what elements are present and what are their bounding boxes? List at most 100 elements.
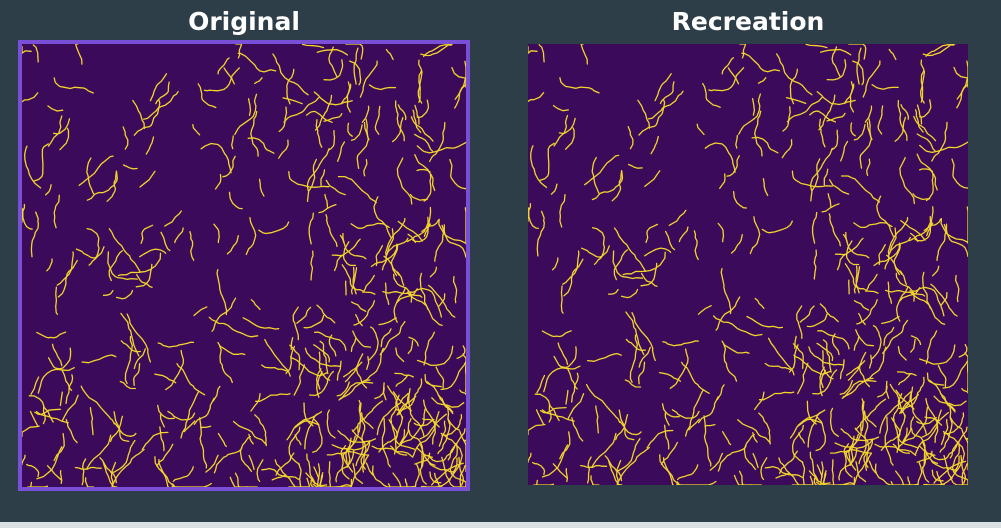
edge-segment	[396, 348, 404, 361]
edge-segment	[744, 435, 755, 470]
edge-segment	[820, 304, 838, 322]
edge-segment	[165, 211, 182, 226]
edge-segment	[366, 463, 372, 475]
edge-segment	[911, 339, 915, 352]
edge-segment	[218, 434, 226, 447]
edge-segment	[898, 372, 917, 376]
edge-segment	[436, 367, 444, 388]
edge-segment	[279, 107, 286, 131]
edge-segment	[855, 301, 869, 310]
edge-segment	[739, 94, 761, 134]
edge-segment	[832, 47, 840, 77]
edge-segment	[832, 130, 838, 150]
edge-segment	[882, 317, 899, 324]
edge-segment	[420, 469, 426, 484]
edge-segment	[678, 465, 698, 480]
edge-segment	[336, 450, 354, 481]
edge-segment	[790, 419, 822, 438]
edge-segment	[951, 478, 964, 485]
edge-segment	[201, 426, 211, 427]
edge-segment	[820, 119, 826, 147]
edge-segment	[146, 137, 153, 154]
edge-segment	[703, 84, 721, 108]
edge-segment	[866, 274, 877, 291]
edge-segment	[952, 159, 968, 188]
edge-segment	[352, 302, 366, 311]
edge-segment	[224, 68, 234, 84]
edge-segment	[173, 484, 212, 488]
edge-segment	[629, 165, 643, 169]
edge-segment	[381, 329, 391, 347]
edge-segment	[37, 332, 66, 338]
edge-segment	[140, 171, 155, 187]
edge-segment	[760, 392, 794, 400]
edge-segment	[839, 448, 857, 479]
edge-segment	[408, 341, 412, 354]
edge-segment	[386, 50, 393, 60]
edge-segment	[916, 462, 922, 485]
edge-segment	[561, 286, 563, 313]
edge-segment	[82, 355, 116, 363]
edge-segment	[409, 337, 418, 346]
edge-segment	[537, 211, 544, 256]
edge-segment	[411, 195, 428, 201]
edge-segment	[686, 390, 703, 436]
edge-segment	[172, 486, 178, 487]
edge-segment	[150, 74, 166, 101]
edge-segment	[780, 451, 798, 473]
edge-segment	[721, 269, 731, 314]
edge-segment	[424, 332, 434, 365]
edge-segment	[802, 462, 811, 485]
edge-segment	[933, 266, 939, 276]
edge-segment	[753, 99, 755, 116]
edge-segment	[61, 471, 62, 484]
edge-segment	[563, 251, 579, 284]
edge-segment	[204, 68, 239, 91]
edge-segment	[117, 291, 133, 299]
edge-lines	[528, 44, 968, 485]
edge-segment	[940, 406, 952, 452]
edge-segment	[596, 406, 599, 433]
edge-segment	[753, 454, 758, 468]
edge-segment	[175, 228, 183, 243]
edge-segment	[865, 106, 871, 122]
edge-segment	[761, 458, 767, 480]
edge-segment	[430, 267, 436, 277]
edge-segment	[218, 58, 229, 74]
edge-segment	[297, 307, 311, 323]
edge-segment	[346, 44, 363, 59]
edge-segment	[622, 290, 638, 298]
edge-segment	[588, 354, 622, 362]
edge-segment	[249, 434, 253, 443]
edge-segment	[962, 389, 968, 393]
edge-segment	[800, 306, 814, 322]
edge-segment	[348, 123, 352, 136]
edge-segment	[193, 125, 200, 135]
original-edge-map-image	[22, 44, 466, 487]
edge-segment	[875, 464, 892, 485]
edge-segment	[924, 485, 940, 486]
edge-segment	[679, 227, 688, 242]
edge-segment	[535, 394, 559, 420]
edge-segment	[311, 251, 313, 280]
edge-segment	[851, 123, 855, 136]
edge-segment	[49, 116, 62, 146]
edge-segment	[917, 154, 937, 190]
edge-segment	[811, 148, 833, 190]
edge-segment	[709, 68, 744, 91]
edge-segment	[722, 58, 733, 74]
edge-segment	[592, 434, 616, 467]
edge-segment	[342, 265, 375, 294]
edge-segment	[53, 344, 62, 365]
edge-segment	[666, 231, 675, 249]
edge-segment	[395, 373, 413, 377]
edge-segment	[854, 223, 892, 228]
edge-segment	[845, 264, 878, 293]
edge-segment	[454, 277, 457, 303]
edge-segment	[872, 326, 881, 359]
edge-segment	[740, 44, 746, 58]
edge-segment	[740, 471, 762, 485]
edge-segment	[832, 460, 833, 485]
edge-segment	[22, 93, 38, 102]
edge-segment	[198, 84, 216, 108]
